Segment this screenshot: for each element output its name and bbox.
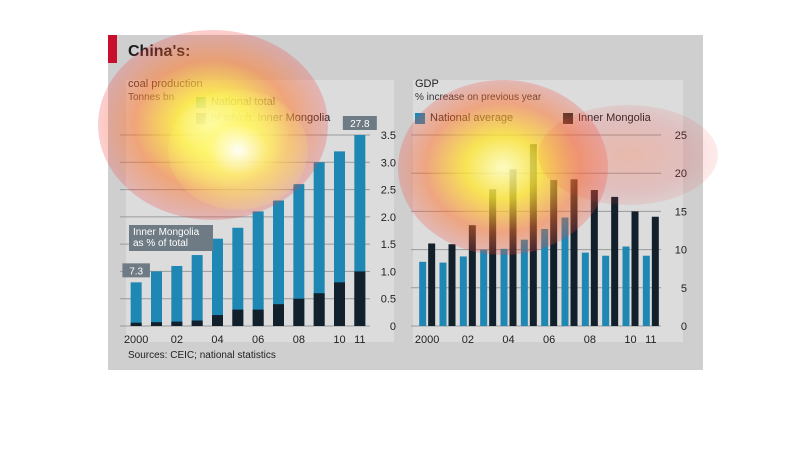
bar-national-average [642, 255, 650, 326]
bar-national-average [419, 261, 427, 326]
bar-national-average [439, 262, 447, 326]
x-tick-label: 06 [252, 334, 264, 346]
bar-inner-mongolia [232, 309, 244, 326]
bar-national-average [541, 228, 549, 326]
bar-national-average [520, 239, 528, 326]
y-tick-label: 3.5 [381, 130, 396, 142]
y-tick-label: 2.5 [381, 185, 396, 197]
bar-national-total [273, 200, 284, 326]
x-tick-label: 06 [543, 334, 555, 346]
bar-national-total [171, 265, 183, 326]
bar-national-total [130, 282, 142, 326]
bar-inner-mongolia-gdp [570, 179, 578, 326]
bar-national-average [459, 256, 467, 326]
bar-inner-mongolia-gdp [651, 216, 659, 326]
y-tick-label: 15 [675, 206, 687, 218]
callout-last: 27.8 [350, 119, 370, 130]
coal-panel: coal production Tonnes bn National total… [120, 78, 396, 346]
bar-national-total [151, 271, 162, 326]
x-tick-label: 2000 [124, 334, 148, 346]
gdp-chart-svg: 0 5 10 15 20 25 2000 02 04 06 08 10 11 [411, 130, 687, 346]
x-tick-label: 04 [502, 334, 514, 346]
y-tick-label: 0.5 [381, 294, 396, 306]
x-tick-label: 08 [293, 334, 305, 346]
bar-inner-mongolia [171, 321, 183, 326]
callout-tag-bg [342, 116, 377, 130]
bar-inner-mongolia [334, 282, 345, 326]
bar-national-total [252, 211, 264, 326]
x-tick-label: 02 [462, 334, 474, 346]
bar-national-average [500, 248, 508, 326]
bar-inner-mongolia-gdp [489, 189, 497, 326]
y-tick-label: 10 [675, 245, 687, 257]
bar-inner-mongolia [354, 271, 366, 326]
bar-inner-mongolia-gdp [428, 243, 436, 326]
bar-inner-mongolia [313, 293, 325, 326]
y-tick-label: 0 [390, 321, 396, 333]
chart-figure: China's: coal production Tonnes bn Natio… [98, 30, 718, 370]
x-tick-label: 2000 [415, 334, 439, 346]
x-tick-label: 10 [624, 334, 636, 346]
bar-inner-mongolia-gdp [468, 225, 476, 326]
bar-inner-mongolia [191, 320, 203, 326]
y-tick-label: 5 [681, 283, 687, 295]
bar-national-average [581, 252, 589, 326]
bar-national-total [232, 227, 244, 326]
y-tick-label: 20 [675, 168, 687, 180]
bar-inner-mongolia-gdp [611, 196, 619, 326]
bar-national-total [293, 184, 305, 326]
bar-inner-mongolia-gdp [550, 180, 558, 326]
y-tick-label: 1.5 [381, 239, 396, 251]
x-tick-label: 08 [584, 334, 596, 346]
figure-title: China's: [128, 43, 191, 60]
y-tick-label: 1.0 [381, 266, 396, 278]
bar-national-average [480, 249, 488, 326]
x-tick-label: 11 [354, 334, 365, 346]
y-tick-label: 0 [681, 321, 687, 333]
bar-inner-mongolia [212, 315, 223, 326]
bar-national-average [602, 255, 610, 326]
bar-inner-mongolia-gdp [509, 169, 517, 326]
bar-national-total [313, 162, 325, 326]
x-tick-label: 11 [645, 334, 656, 346]
y-tick-label: 2.0 [381, 212, 396, 224]
accent-bar [108, 35, 117, 63]
bar-inner-mongolia [151, 322, 162, 326]
bar-national-average [561, 217, 569, 326]
sources-note: Sources: CEIC; national statistics [128, 350, 276, 361]
bar-inner-mongolia [130, 322, 142, 326]
bar-national-total [191, 255, 203, 326]
y-tick-label: 3.0 [381, 157, 396, 169]
callout-tag-bg [122, 263, 150, 278]
bar-inner-mongolia [252, 309, 264, 326]
bar-national-total [334, 151, 345, 326]
callout-first: 7.3 [129, 266, 143, 277]
x-tick-label: 04 [211, 334, 223, 346]
x-tick-label: 10 [333, 334, 345, 346]
y-tick-label: 25 [675, 130, 687, 142]
bar-inner-mongolia-gdp [529, 144, 537, 326]
bar-inner-mongolia-gdp [590, 190, 598, 326]
x-tick-label: 02 [171, 334, 183, 346]
bar-inner-mongolia [273, 304, 284, 326]
bar-national-total [354, 135, 366, 326]
bar-inner-mongolia [293, 298, 305, 326]
inner-mongolia-share-label: Inner Mongolia as % of total [129, 225, 213, 251]
bar-national-average [622, 246, 630, 326]
bar-national-total [212, 238, 223, 326]
gdp-panel: GDP % increase on previous year National… [411, 78, 687, 346]
bar-inner-mongolia-gdp [448, 244, 456, 326]
bar-inner-mongolia-gdp [631, 211, 639, 326]
coal-chart-svg: 0 0.5 1.0 1.5 2.0 2.5 3.0 3.5 2000 02 04 06 08 10 11 7.… [120, 116, 396, 346]
